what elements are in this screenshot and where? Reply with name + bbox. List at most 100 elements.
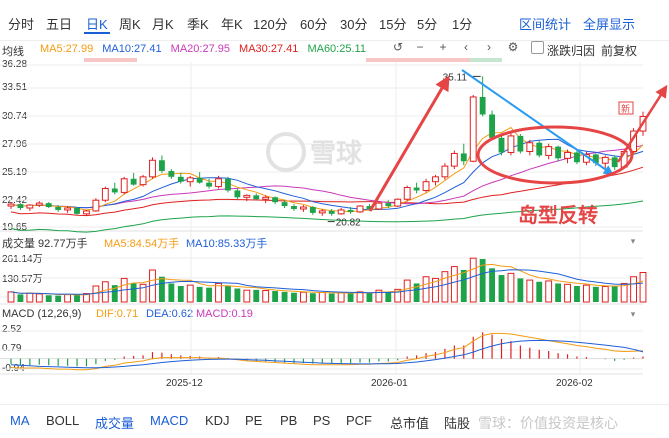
candle-body bbox=[253, 195, 260, 200]
volume-bar bbox=[234, 288, 241, 302]
volume-ytick: 130.57万 bbox=[2, 274, 43, 285]
period-tab[interactable]: 15分 bbox=[379, 17, 407, 32]
candle-body bbox=[630, 130, 637, 153]
candle-body bbox=[120, 178, 128, 193]
volume-bar bbox=[281, 291, 288, 302]
candle-body bbox=[309, 207, 316, 213]
rebound-arrow bbox=[616, 84, 668, 163]
expand-volume-icon[interactable]: ▾ bbox=[630, 236, 636, 246]
fullscreen-link[interactable]: 全屏显示 bbox=[583, 17, 636, 32]
candle-body bbox=[422, 181, 430, 191]
candle-body bbox=[130, 178, 137, 185]
new-badge bbox=[618, 101, 634, 115]
ma-legend: MA5:27.99 MA10:27.41 MA20:27.95 MA30:27.… bbox=[40, 43, 372, 55]
period-tab[interactable]: 季K bbox=[187, 17, 209, 32]
volume-bar bbox=[479, 259, 486, 302]
candle-body bbox=[526, 142, 534, 153]
indicator-tab[interactable]: MACD bbox=[150, 413, 189, 428]
attribution-checkbox[interactable] bbox=[531, 41, 544, 54]
candle-body bbox=[413, 187, 420, 191]
period-bar: 分时 五日 日K 周K 月K 季K 年K 120分 60分 30分 15分 5分 1分 区间统计 全屏显… bbox=[0, 0, 669, 41]
period-tab[interactable]: 年K bbox=[221, 17, 243, 32]
volume-bar bbox=[45, 295, 52, 302]
ma10-line bbox=[10, 138, 644, 211]
expand-macd-icon[interactable]: ▾ bbox=[630, 309, 636, 319]
indicator-tab[interactable]: PCF bbox=[346, 413, 372, 428]
candle-body bbox=[498, 137, 505, 153]
volume-bar bbox=[272, 291, 279, 302]
volume-bar bbox=[620, 282, 628, 303]
candle-body bbox=[139, 176, 147, 186]
candle-body bbox=[582, 153, 590, 163]
volume-bar bbox=[611, 285, 618, 302]
period-tab[interactable]: 分时 bbox=[8, 17, 35, 32]
volume-bar bbox=[375, 289, 383, 303]
volume-bar bbox=[318, 292, 326, 303]
high-label: 35.11 bbox=[443, 72, 468, 83]
adjust-label[interactable]: 前复权 bbox=[601, 44, 638, 58]
candle-body bbox=[328, 210, 335, 214]
dif-line bbox=[10, 332, 644, 371]
volume-bar bbox=[432, 277, 439, 303]
volume-bar bbox=[64, 294, 72, 303]
volume-bar bbox=[177, 285, 184, 302]
indicator-tab[interactable]: 陆股 bbox=[444, 416, 471, 431]
volume-bar bbox=[630, 276, 637, 303]
candle-body bbox=[272, 197, 279, 203]
reset-icon[interactable]: ↺ bbox=[392, 40, 404, 54]
watermark-logo bbox=[266, 132, 306, 172]
volume-bar bbox=[507, 272, 515, 303]
candle-body bbox=[196, 177, 203, 183]
volume-bar bbox=[337, 292, 345, 303]
candle-body bbox=[177, 176, 184, 182]
period-tab[interactable]: 日K bbox=[84, 14, 110, 34]
indicator-tab[interactable]: PB bbox=[280, 413, 298, 428]
period-tab[interactable]: 5分 bbox=[417, 17, 438, 32]
indicator-tab[interactable]: KDJ bbox=[205, 413, 230, 428]
volume-bar bbox=[555, 283, 562, 302]
volume-bar bbox=[92, 285, 100, 303]
volume-ytick: 261.14万 bbox=[2, 254, 43, 265]
candle-body bbox=[45, 203, 52, 208]
volume-bar bbox=[26, 292, 34, 303]
indicator-tab[interactable]: BOLL bbox=[46, 413, 80, 428]
period-tab[interactable]: 周K bbox=[119, 17, 141, 32]
settings-icon[interactable]: ⚙ bbox=[507, 40, 519, 54]
period-tab[interactable]: 1分 bbox=[452, 17, 473, 32]
period-tab[interactable]: 月K bbox=[152, 17, 174, 32]
scroll-right-icon[interactable]: › bbox=[487, 40, 491, 54]
period-tab[interactable]: 60分 bbox=[300, 17, 328, 32]
indicator-tab[interactable]: PE bbox=[245, 413, 263, 428]
volume-bar bbox=[469, 257, 477, 303]
zoom-in-icon[interactable]: + bbox=[439, 40, 447, 54]
volume-bar bbox=[564, 283, 571, 303]
volume-bar bbox=[253, 289, 260, 302]
range-stats-link[interactable]: 区间统计 bbox=[519, 17, 572, 32]
indicator-bar: MA BOLL 成交量 MACD KDJ PE PB PS PCF 总市值 陆股 雪球：价值投资是核… bbox=[0, 404, 669, 438]
volume-bar bbox=[55, 295, 62, 302]
candle-body bbox=[318, 210, 326, 214]
indicator-tab[interactable]: 总市值 bbox=[390, 416, 430, 431]
period-tab[interactable]: 120分 bbox=[253, 17, 288, 32]
candle-body bbox=[403, 187, 411, 200]
volume-bar bbox=[262, 290, 270, 303]
candle-body bbox=[460, 153, 467, 162]
candle-body bbox=[291, 206, 297, 209]
indicator-tab[interactable]: MA bbox=[10, 413, 30, 428]
candle-body bbox=[149, 159, 156, 178]
volume-bar bbox=[536, 281, 543, 302]
candle-body bbox=[469, 96, 477, 162]
scroll-left-icon[interactable]: ‹ bbox=[464, 40, 468, 54]
period-tab[interactable]: 30分 bbox=[340, 17, 368, 32]
period-tab[interactable]: 五日 bbox=[46, 17, 73, 32]
decline-arrow bbox=[461, 69, 614, 176]
candle-body bbox=[564, 151, 571, 159]
volume-bar bbox=[460, 269, 467, 302]
indicator-tab[interactable]: 成交量 bbox=[95, 416, 135, 431]
attribution-label: 涨跌归因 bbox=[547, 44, 596, 58]
macd-ytick: 2.52 bbox=[2, 324, 22, 335]
macd-ytick: -0.94 bbox=[2, 363, 25, 374]
indicator-tab[interactable]: PS bbox=[313, 413, 331, 428]
candle-body bbox=[639, 115, 647, 132]
zoom-out-icon[interactable]: − bbox=[416, 40, 424, 54]
